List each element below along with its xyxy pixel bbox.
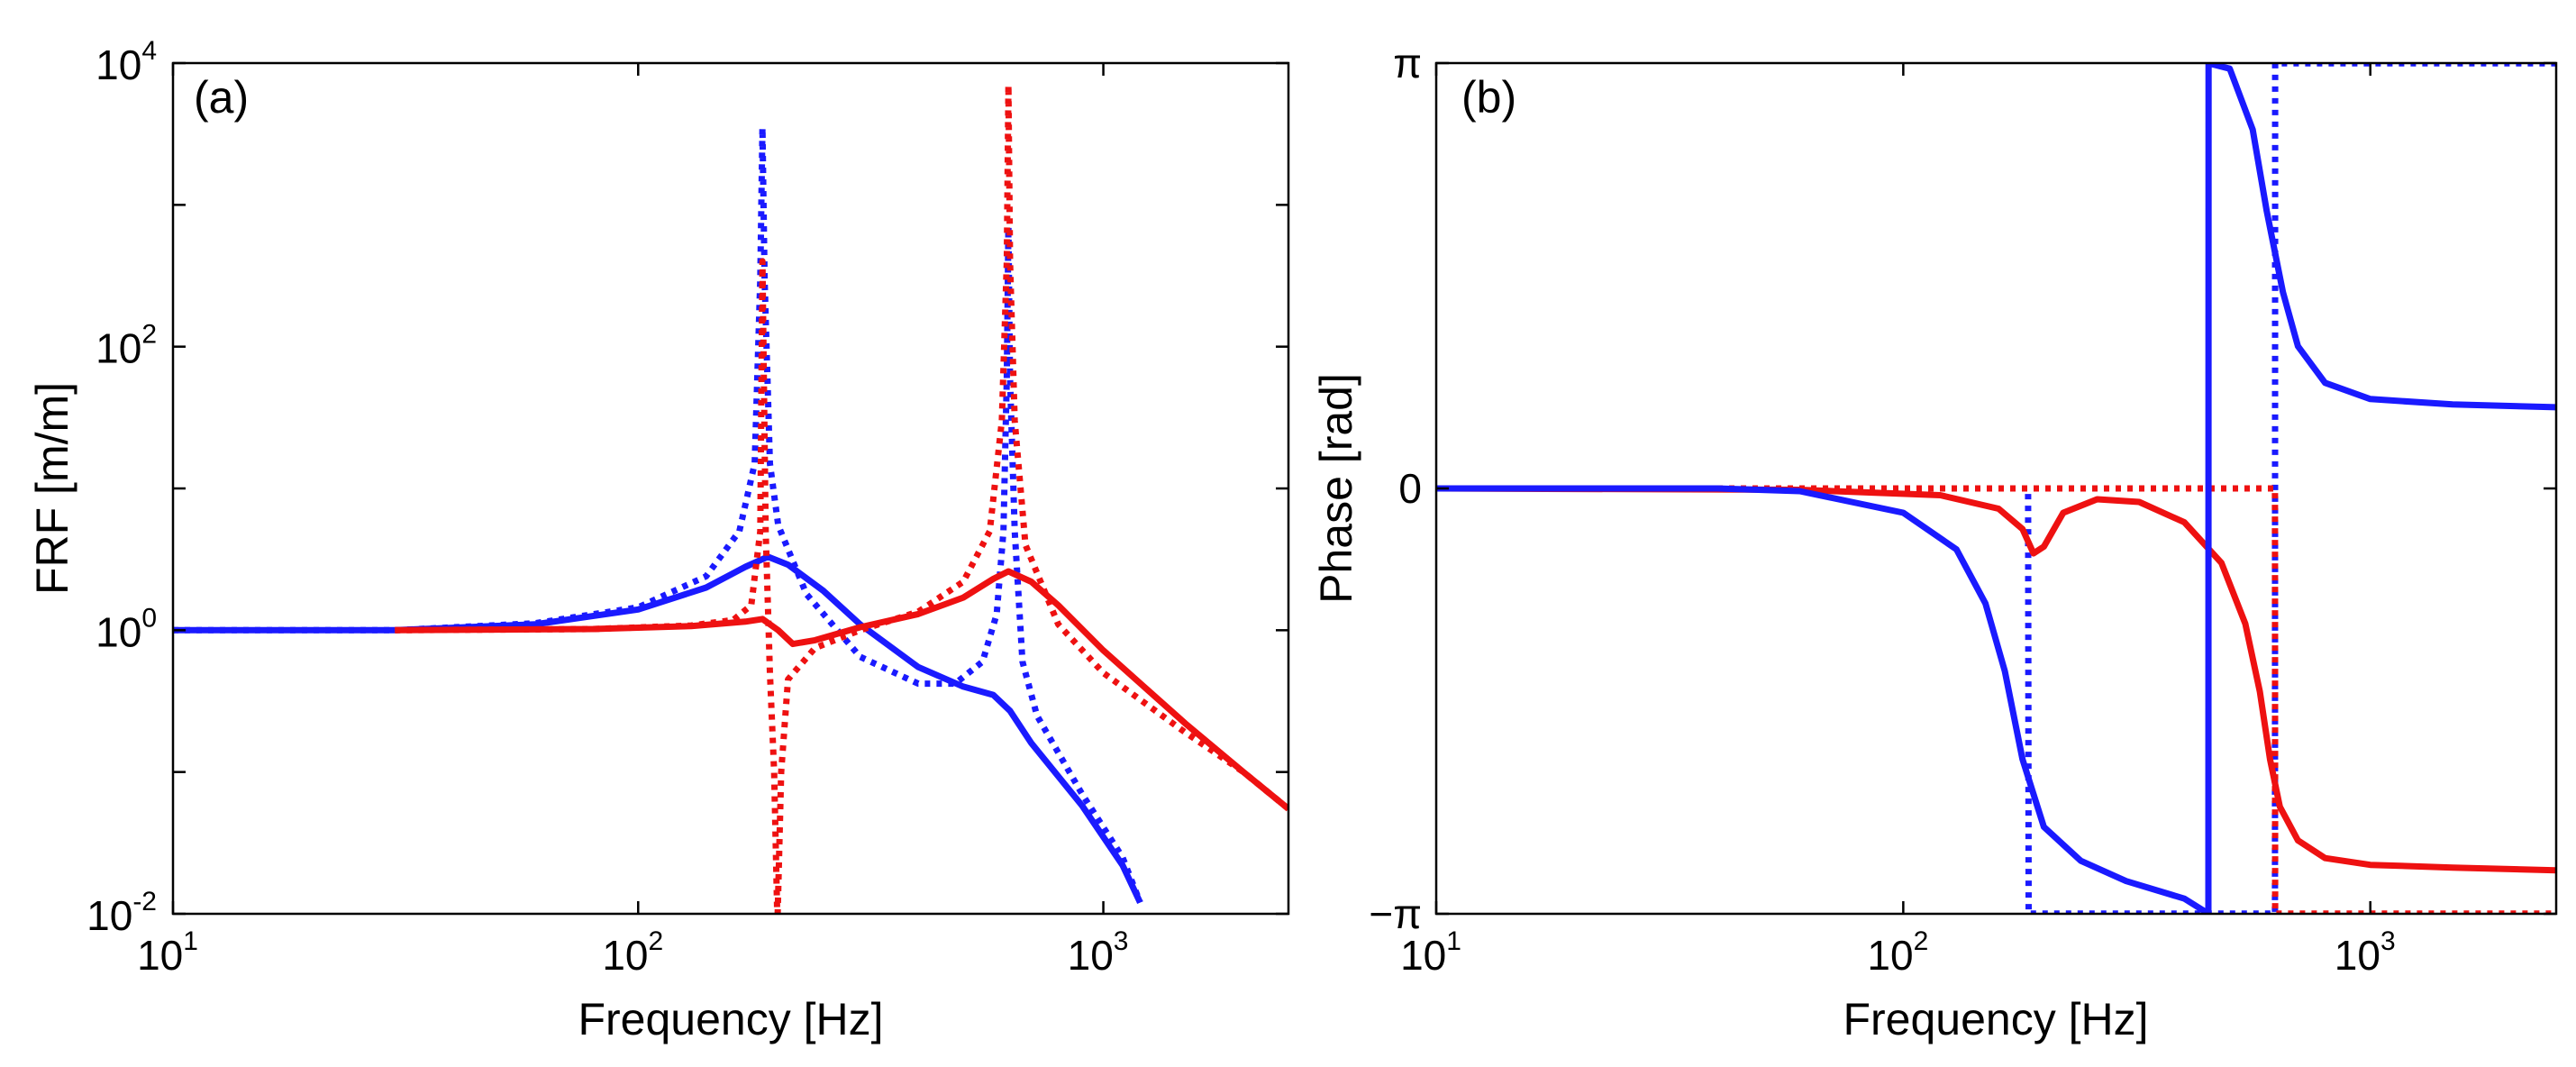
panel-a-x-tick-labels: 101 102 103 — [137, 926, 1128, 979]
panel-b-curves — [1436, 63, 2556, 914]
panel-b-x-axis-label: Frequency [Hz] — [1843, 994, 2148, 1044]
y-tick-label-base: 10 — [96, 41, 141, 88]
panel-a-curves — [173, 81, 1288, 914]
panel-a-x-axis-label: Frequency [Hz] — [578, 994, 883, 1044]
panel-b-ticks — [1434, 61, 2556, 916]
x-tick-label: 103 — [1068, 926, 1129, 979]
y-tick-label: 100 — [96, 603, 157, 655]
series-red-dotted-line — [1436, 485, 2556, 914]
y-tick-label-exponent: 4 — [141, 36, 157, 66]
x-tick-label-base: 10 — [1068, 932, 1114, 979]
x-tick-label-base: 10 — [2335, 932, 2380, 979]
panel-a-y-axis-label: FRF [m/m] — [27, 382, 77, 595]
panel-b-phase: 101 102 103 −π0π Frequency [Hz] Phase [rad… — [1311, 40, 2558, 1044]
panel-b-y-tick-labels: −π 0 π — [1369, 40, 1422, 937]
x-tick-label: 103 — [2335, 926, 2396, 979]
x-tick-label-base: 10 — [1400, 932, 1446, 979]
panel-b-x-tick-labels: 101 102 103 — [1400, 926, 2396, 979]
x-tick-label: 102 — [1867, 926, 1928, 979]
series-blue-solid-line — [1436, 63, 2556, 914]
y-tick-label: −π — [1369, 890, 1422, 937]
panel-b-tag: (b) — [1461, 72, 1516, 123]
panel-a-axes-frame — [171, 61, 1290, 916]
panel-b-y-axis-label: Phase [rad] — [1311, 373, 1361, 604]
y-tick-label: 10-2 — [86, 887, 157, 939]
y-tick-label-base: 10 — [86, 892, 132, 939]
x-tick-label-exponent: 3 — [2380, 926, 2396, 956]
y-tick-label-exponent: -2 — [132, 887, 157, 917]
x-tick-label-exponent: 3 — [1114, 926, 1129, 956]
x-tick-label-base: 10 — [137, 932, 183, 979]
x-tick-label-exponent: 2 — [1914, 926, 1929, 956]
series-red-dotted-line — [395, 81, 1288, 914]
series-red-solid-line — [395, 568, 1288, 812]
y-tick-label-base: 10 — [96, 608, 141, 655]
y-tick-label-base: 10 — [96, 325, 141, 372]
series-red-solid-line — [1436, 485, 2556, 874]
panel-a-tag: (a) — [194, 72, 249, 123]
series-blue-dotted-line — [173, 124, 1143, 904]
series-blue-solid-line — [173, 553, 1143, 904]
x-tick-label-exponent: 2 — [649, 926, 664, 956]
x-tick-label-base: 10 — [1867, 932, 1913, 979]
y-tick-label: 102 — [96, 320, 157, 372]
x-tick-label-base: 10 — [602, 932, 648, 979]
x-tick-label: 101 — [137, 926, 198, 979]
y-tick-label: π — [1393, 40, 1422, 87]
x-tick-label: 102 — [602, 926, 663, 979]
y-tick-label-exponent: 0 — [141, 603, 157, 633]
y-tick-label-exponent: 2 — [141, 320, 157, 350]
x-tick-label: 101 — [1400, 926, 1461, 979]
panel-a-ticks — [171, 61, 1288, 916]
y-tick-label: 104 — [96, 36, 157, 88]
x-tick-label-exponent: 1 — [1446, 926, 1461, 956]
y-tick-label: 0 — [1398, 465, 1422, 512]
x-tick-label-exponent: 1 — [183, 926, 198, 956]
